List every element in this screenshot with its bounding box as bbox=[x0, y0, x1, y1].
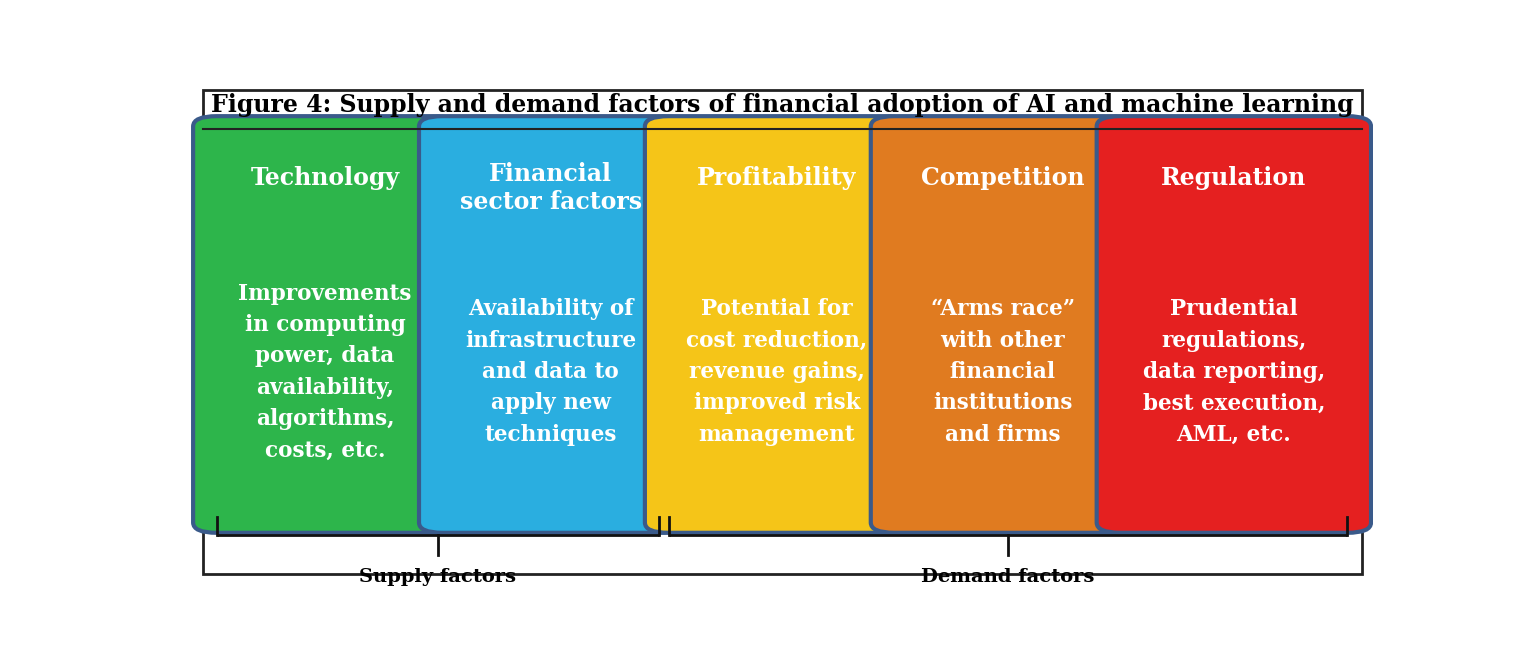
Text: Prudential
regulations,
data reporting,
best execution,
AML, etc.: Prudential regulations, data reporting, … bbox=[1143, 299, 1325, 446]
Text: Financial
sector factors: Financial sector factors bbox=[459, 162, 642, 214]
Text: Competition: Competition bbox=[920, 166, 1085, 190]
Text: Potential for
cost reduction,
revenue gains,
improved risk
management: Potential for cost reduction, revenue ga… bbox=[687, 299, 867, 446]
FancyBboxPatch shape bbox=[203, 90, 1361, 574]
Text: Regulation: Regulation bbox=[1161, 166, 1306, 190]
FancyBboxPatch shape bbox=[194, 116, 456, 533]
FancyBboxPatch shape bbox=[871, 116, 1134, 533]
Text: Improvements
in computing
power, data
availability,
algorithms,
costs, etc.: Improvements in computing power, data av… bbox=[238, 283, 412, 462]
Text: Demand factors: Demand factors bbox=[922, 568, 1094, 586]
FancyBboxPatch shape bbox=[420, 116, 682, 533]
Text: Profitability: Profitability bbox=[697, 166, 856, 190]
Text: “Arms race”
with other
financial
institutions
and firms: “Arms race” with other financial institu… bbox=[931, 299, 1074, 446]
Text: Technology: Technology bbox=[250, 166, 400, 190]
Text: Availability of
infrastructure
and data to
apply new
techniques: Availability of infrastructure and data … bbox=[465, 299, 636, 446]
Text: Figure 4: Supply and demand factors of financial adoption of AI and machine lear: Figure 4: Supply and demand factors of f… bbox=[211, 93, 1354, 117]
FancyBboxPatch shape bbox=[645, 116, 908, 533]
Text: Supply factors: Supply factors bbox=[360, 568, 516, 586]
FancyBboxPatch shape bbox=[1097, 116, 1370, 533]
